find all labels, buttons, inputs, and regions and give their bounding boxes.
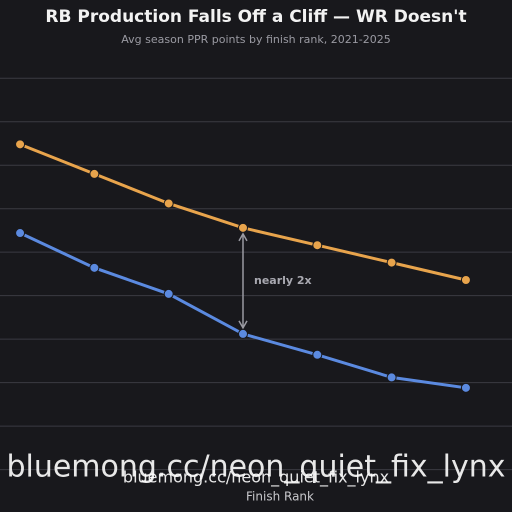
data-point	[386, 257, 397, 268]
data-point	[386, 372, 397, 383]
chart-subtitle: Avg season PPR points by finish rank, 20…	[121, 33, 390, 46]
watermark: bluemong.cc/neon_quiet_fix_lynx	[6, 450, 505, 485]
arrow-head	[238, 232, 248, 242]
data-point	[312, 240, 323, 251]
chart-title: RB Production Falls Off a Cliff — WR Doe…	[45, 7, 466, 27]
arrow-head	[238, 320, 248, 330]
x-axis-label: Finish Rank	[246, 490, 314, 504]
data-point	[89, 168, 100, 179]
data-point	[15, 228, 26, 239]
data-point	[163, 198, 174, 209]
data-point	[89, 262, 100, 273]
data-point	[163, 288, 174, 299]
data-point	[237, 222, 248, 233]
data-point	[460, 382, 471, 393]
watermark-small: bluemong.cc/neon_quiet_fix_lynx	[123, 468, 389, 488]
data-point	[237, 328, 248, 339]
data-point	[15, 139, 26, 150]
annotation: nearly 2x	[254, 274, 312, 287]
data-point	[312, 349, 323, 360]
data-point	[460, 275, 471, 285]
